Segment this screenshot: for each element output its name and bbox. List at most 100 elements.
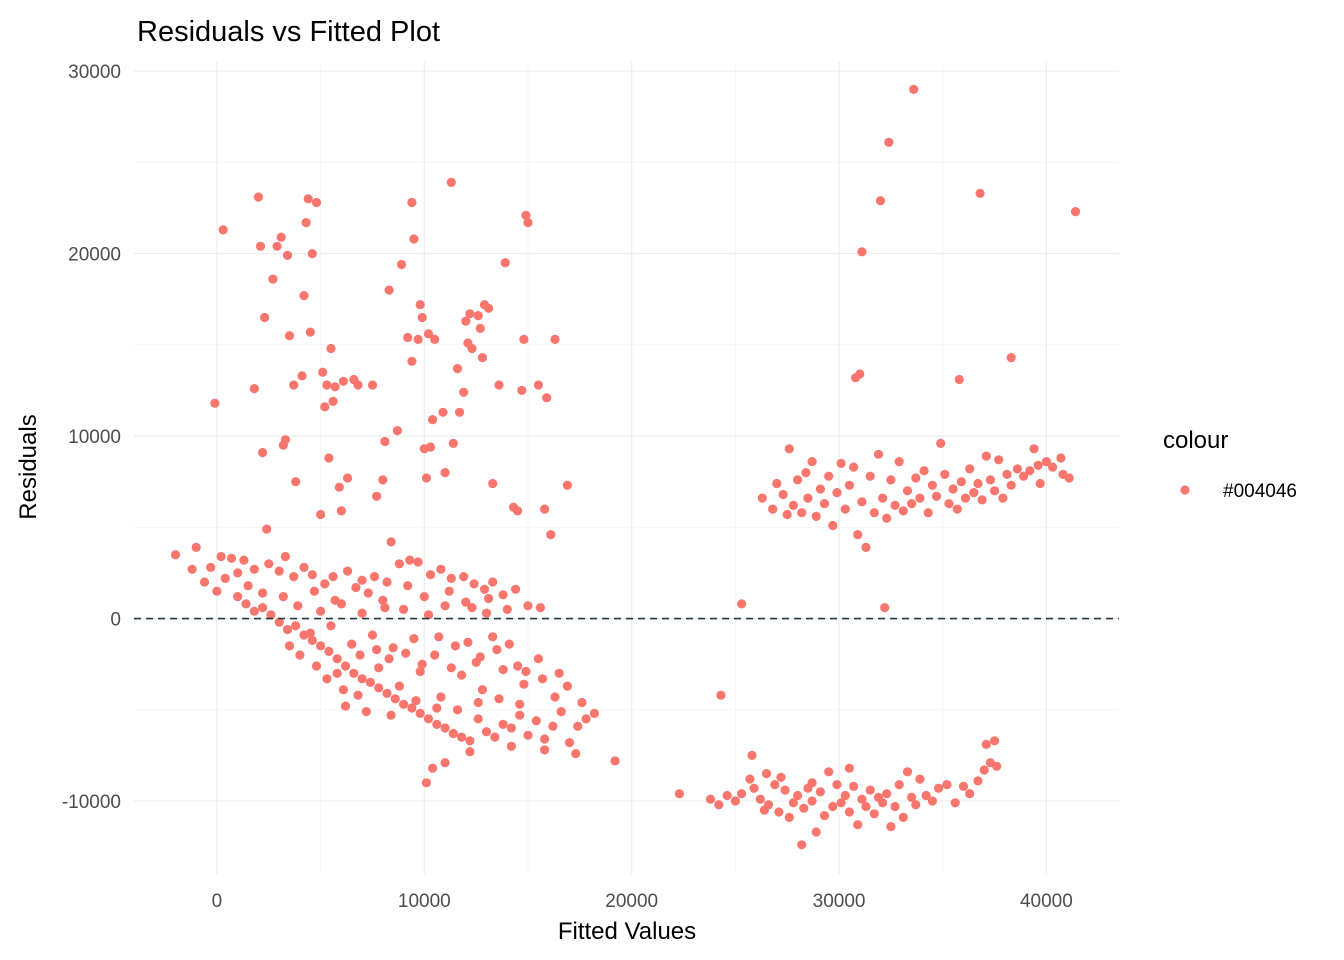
data-point bbox=[316, 641, 326, 651]
data-point bbox=[403, 332, 413, 343]
data-point bbox=[788, 500, 799, 510]
data-point bbox=[448, 438, 458, 448]
data-point bbox=[374, 663, 384, 673]
data-point bbox=[564, 738, 575, 748]
x-tick-label: 40000 bbox=[1020, 891, 1073, 912]
data-point bbox=[465, 747, 475, 757]
data-point bbox=[353, 380, 363, 390]
data-point bbox=[878, 493, 888, 503]
data-point bbox=[763, 800, 774, 810]
data-point bbox=[262, 524, 272, 534]
data-point bbox=[386, 710, 396, 720]
data-point bbox=[249, 384, 259, 394]
data-point bbox=[747, 750, 757, 761]
data-point bbox=[927, 480, 938, 490]
data-point bbox=[450, 641, 460, 651]
data-point bbox=[498, 665, 508, 675]
data-point bbox=[793, 475, 803, 485]
data-point bbox=[284, 641, 295, 651]
data-point bbox=[907, 499, 917, 509]
data-point bbox=[282, 250, 293, 260]
data-point bbox=[388, 643, 398, 653]
data-point bbox=[465, 309, 475, 319]
data-point bbox=[401, 648, 411, 658]
legend-point-icon bbox=[1180, 485, 1190, 495]
data-point bbox=[797, 840, 807, 850]
data-point bbox=[299, 291, 309, 301]
data-point bbox=[448, 728, 458, 739]
data-point bbox=[428, 763, 438, 773]
data-point bbox=[394, 681, 404, 691]
data-point bbox=[357, 674, 367, 684]
data-point bbox=[305, 628, 315, 638]
data-point bbox=[886, 822, 896, 832]
data-point bbox=[218, 225, 228, 235]
data-point bbox=[473, 714, 483, 724]
data-point bbox=[438, 407, 448, 417]
data-point bbox=[322, 674, 332, 684]
data-point bbox=[1041, 457, 1051, 467]
data-point bbox=[210, 398, 220, 408]
data-point bbox=[934, 783, 944, 793]
data-point bbox=[1033, 460, 1043, 470]
data-point bbox=[455, 407, 465, 417]
data-point bbox=[405, 555, 415, 565]
data-point bbox=[844, 763, 855, 773]
data-point bbox=[249, 606, 259, 616]
data-point bbox=[902, 767, 913, 777]
data-point bbox=[504, 639, 514, 649]
data-point bbox=[535, 603, 546, 613]
data-point bbox=[384, 654, 394, 664]
data-point bbox=[421, 778, 431, 788]
data-point bbox=[446, 177, 456, 187]
data-point bbox=[488, 632, 498, 642]
data-point bbox=[390, 694, 400, 704]
data-point bbox=[894, 457, 904, 467]
data-point bbox=[187, 564, 197, 574]
data-point bbox=[421, 473, 431, 483]
data-point bbox=[326, 621, 336, 631]
data-point bbox=[1012, 464, 1023, 474]
data-point bbox=[280, 551, 290, 562]
data-point bbox=[282, 624, 293, 635]
data-point bbox=[332, 668, 342, 678]
data-point bbox=[882, 789, 892, 799]
data-point bbox=[562, 681, 573, 691]
data-point bbox=[890, 500, 900, 510]
data-point bbox=[226, 553, 237, 563]
data-point bbox=[977, 495, 987, 505]
data-point bbox=[533, 654, 544, 664]
data-point bbox=[340, 661, 351, 671]
data-point bbox=[523, 601, 533, 611]
data-point bbox=[407, 356, 417, 366]
data-point bbox=[479, 584, 490, 594]
data-point bbox=[446, 573, 456, 584]
data-point bbox=[960, 493, 971, 503]
data-point bbox=[311, 197, 322, 208]
data-point bbox=[423, 610, 434, 620]
data-point bbox=[886, 475, 896, 485]
data-point bbox=[902, 486, 913, 496]
data-point bbox=[909, 84, 919, 94]
data-point bbox=[1048, 462, 1058, 472]
data-point bbox=[828, 801, 838, 812]
data-point bbox=[284, 331, 295, 341]
data-point bbox=[467, 603, 477, 613]
data-point bbox=[411, 696, 421, 706]
data-point bbox=[515, 699, 525, 709]
data-point bbox=[386, 537, 396, 547]
data-point bbox=[413, 334, 423, 344]
data-point bbox=[554, 668, 564, 678]
legend-entry-label: #004046 bbox=[1223, 481, 1297, 502]
data-point bbox=[380, 436, 390, 447]
data-point bbox=[334, 482, 344, 492]
data-point bbox=[258, 603, 268, 613]
data-point bbox=[488, 577, 498, 587]
data-point bbox=[440, 601, 450, 611]
data-point bbox=[782, 509, 792, 520]
data-point bbox=[844, 807, 855, 817]
y-tick-label: 0 bbox=[110, 610, 121, 631]
data-point bbox=[415, 666, 425, 677]
data-point bbox=[836, 458, 846, 468]
